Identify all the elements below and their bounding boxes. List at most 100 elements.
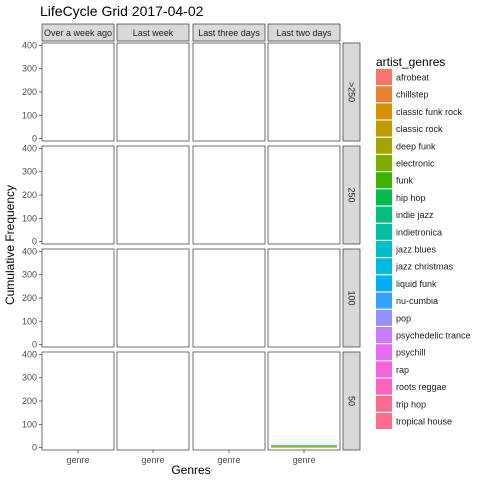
y-axis-title: Cumulative Frequency	[3, 185, 17, 305]
row-strip	[342, 145, 361, 245]
column-strip	[192, 23, 266, 42]
legend-label: jazz christmas	[395, 262, 454, 272]
y-tick-label: 200	[22, 87, 37, 97]
legend-key	[376, 155, 392, 171]
legend-label: nu-cumbia	[396, 296, 438, 306]
legend-key	[376, 378, 392, 395]
facet-grid: Over a week ago Last week Last three days L…	[22, 23, 361, 465]
y-tick-label: 100	[22, 213, 37, 223]
y-tick-label: 300	[22, 167, 37, 177]
y-tick-label: 400	[22, 349, 37, 359]
facet-panel	[116, 351, 190, 451]
facet-panel	[41, 145, 115, 245]
legend-label: indie jazz	[396, 210, 434, 220]
column-strip-label: Over a week ago	[44, 28, 112, 38]
x-tick-label: genre	[217, 455, 240, 465]
legend-key	[376, 137, 392, 154]
legend-key	[376, 327, 392, 343]
y-tick-label: 0	[32, 237, 37, 247]
legend-key	[376, 413, 392, 429]
legend-label: afrobeat	[396, 73, 430, 83]
legend-label: classic rock	[396, 124, 443, 134]
facet-panel	[192, 248, 266, 348]
row-strip-label: >250	[347, 82, 357, 102]
legend-label: rap	[396, 365, 409, 375]
facet-panel	[192, 145, 266, 245]
legend-key	[376, 395, 392, 412]
legend-key	[376, 69, 392, 85]
legend-key	[376, 86, 392, 103]
facet-panel	[116, 42, 190, 142]
legend-key	[376, 309, 392, 326]
column-strip-label: Last three days	[198, 28, 260, 38]
y-tick-label: 200	[22, 190, 37, 200]
legend-key	[376, 223, 392, 240]
row-strip-label: 100	[347, 290, 357, 305]
facet-panel	[267, 351, 341, 451]
legend-label: electronic	[396, 159, 435, 169]
column-strip-label: Last two days	[276, 28, 332, 38]
facet-panel	[192, 42, 266, 142]
chart-title: LifeCycle Grid 2017-04-02	[40, 3, 204, 19]
legend-label: jazz blues	[395, 245, 437, 255]
row-strip	[342, 351, 361, 451]
legend-key	[376, 172, 392, 189]
column-strip-label: Last week	[133, 28, 174, 38]
facet-panel	[41, 248, 115, 348]
legend-label: hip hop	[396, 193, 426, 203]
y-tick-label: 400	[22, 40, 37, 50]
facet-panel	[116, 248, 190, 348]
y-tick-label: 0	[32, 134, 37, 144]
legend-label: psychill	[396, 348, 426, 358]
legend-label: psychedelic trance	[396, 331, 471, 341]
legend-label: funk	[396, 176, 414, 186]
x-tick-label: genre	[141, 455, 164, 465]
row-strip-label: 250	[347, 187, 357, 202]
facet-panel	[41, 42, 115, 142]
legend-key	[376, 206, 392, 223]
y-tick-label: 0	[32, 443, 37, 453]
y-tick-label: 300	[22, 373, 37, 383]
legend-label: deep funk	[396, 141, 436, 151]
row-strip	[342, 248, 361, 348]
y-tick-label: 0	[32, 340, 37, 350]
legend-key	[376, 189, 392, 206]
y-tick-label: 400	[22, 246, 37, 256]
legend-key	[376, 361, 392, 378]
legend-label: classic funk rock	[396, 107, 463, 117]
y-tick-label: 100	[22, 110, 37, 120]
legend-key	[376, 275, 392, 292]
y-tick-label: 100	[22, 419, 37, 429]
legend-label: pop	[396, 313, 411, 323]
facet-panel	[267, 42, 341, 142]
legend-key	[376, 344, 392, 361]
column-strip	[267, 23, 341, 42]
legend-key	[376, 292, 392, 309]
y-tick-label: 200	[22, 293, 37, 303]
legend-label: trip hop	[396, 399, 426, 409]
y-tick-label: 100	[22, 316, 37, 326]
y-tick-label: 200	[22, 396, 37, 406]
y-tick-label: 300	[22, 270, 37, 280]
legend: artist_genres afrobeat chillstep classic f…	[376, 55, 471, 429]
facet-panel	[41, 351, 115, 451]
legend-key	[376, 103, 392, 120]
column-strip	[116, 23, 190, 42]
row-strip-label: 50	[347, 396, 357, 406]
legend-label: indietronica	[396, 227, 442, 237]
facet-panel	[267, 145, 341, 245]
legend-label: tropical house	[396, 417, 452, 427]
column-strip	[41, 23, 115, 42]
legend-key	[376, 258, 392, 275]
legend-label: liquid funk	[396, 279, 437, 289]
legend-key	[376, 241, 392, 257]
x-axis-title: Genres	[171, 463, 210, 477]
facet-panel	[267, 248, 341, 348]
y-tick-label: 400	[22, 143, 37, 153]
legend-label: roots reggae	[396, 382, 447, 392]
legend-label: chillstep	[396, 90, 429, 100]
legend-key	[376, 120, 392, 137]
row-strip	[342, 42, 361, 142]
y-tick-label: 300	[22, 64, 37, 74]
